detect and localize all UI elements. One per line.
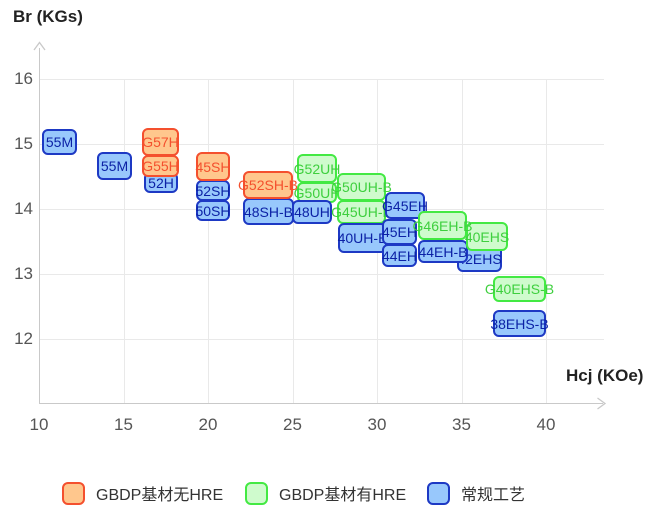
y-tick-label: 12 xyxy=(14,329,33,348)
grade-box-55m: 55M xyxy=(42,129,77,155)
horizontal-gridline xyxy=(40,79,604,80)
grade-box-38ehs-b: 38EHS-B xyxy=(490,310,549,337)
vertical-gridline xyxy=(546,79,547,403)
vertical-gridline xyxy=(123,79,125,403)
vertical-gridline xyxy=(208,79,209,403)
x-tick-label: 15 xyxy=(114,415,133,434)
grade-box-g52uh: G52UH xyxy=(294,154,340,183)
x-tick-label: 30 xyxy=(367,415,387,434)
horizontal-gridline xyxy=(40,144,604,145)
x-tick-label: 35 xyxy=(452,415,471,434)
legend-label: GBDP基材无HRE xyxy=(96,487,224,504)
grade-box-45eh: 45EH xyxy=(382,219,417,245)
grade-box-44eh: 44EH xyxy=(382,244,417,267)
x-tick-label: 10 xyxy=(29,415,49,434)
x-tick-label: 40 xyxy=(536,415,556,434)
grade-box-g46eh-b: G46EH-B xyxy=(413,211,472,240)
grade-box-40uh-b: 40UH-B xyxy=(338,223,387,253)
grade-box-55m: 55M xyxy=(97,152,132,180)
legend-swatch-green xyxy=(245,481,268,505)
y-axis-line xyxy=(39,48,40,404)
grade-box-g40ehs-b: G40EHS-B xyxy=(485,276,554,302)
y-tick-label: 13 xyxy=(14,264,33,283)
grade-box-g50uh-b: G50UH-B xyxy=(331,173,392,201)
x-tick-label: 20 xyxy=(198,415,218,434)
x-axis-title: Hcj (KOe) xyxy=(566,366,644,385)
legend-item-gbdp-no-hre[interactable]: GBDP基材无HRE xyxy=(62,481,223,505)
x-tick-label: 25 xyxy=(283,415,302,434)
horizontal-gridline xyxy=(40,274,604,275)
x-axis-line xyxy=(39,403,603,404)
y-tick-label: 15 xyxy=(14,134,33,153)
x-axis-arrow-icon xyxy=(597,397,607,410)
legend-label: GBDP基材有HRE xyxy=(279,487,407,504)
grade-box-48sh-b: 48SH-B xyxy=(243,198,294,225)
grade-box-45sh: 45SH xyxy=(195,152,231,181)
grade-box-48uh: 48UH xyxy=(292,200,332,224)
grade-box-g57h: G57H xyxy=(142,128,179,156)
horizontal-gridline xyxy=(40,339,604,340)
grade-box-g55h: G55H xyxy=(142,155,179,177)
grade-box-50sh: 50SH xyxy=(195,200,231,221)
legend-swatch-orange xyxy=(62,481,85,505)
grade-box-52sh: 52SH xyxy=(195,180,231,201)
grade-box-44eh-b: 44EH-B xyxy=(418,240,468,263)
y-tick-label: 14 xyxy=(14,199,33,218)
legend-item-gbdp-with-hre[interactable]: GBDP基材有HRE xyxy=(245,481,406,505)
y-tick-label: 16 xyxy=(14,69,33,88)
y-axis-arrow-icon xyxy=(33,41,46,51)
grade-box-g52sh-b: G52SH-B xyxy=(238,171,298,199)
grade-box-g45uh-b: G45UH-B xyxy=(331,200,392,224)
legend-label: 常规工艺 xyxy=(461,487,526,504)
legend-swatch-blue xyxy=(427,481,450,505)
vertical-gridline xyxy=(292,79,294,403)
grade-box-40ehs: 40EHS xyxy=(465,222,509,251)
legend-item-conventional[interactable]: 常规工艺 xyxy=(427,481,525,505)
y-axis-title: Br (KGs) xyxy=(13,7,83,26)
